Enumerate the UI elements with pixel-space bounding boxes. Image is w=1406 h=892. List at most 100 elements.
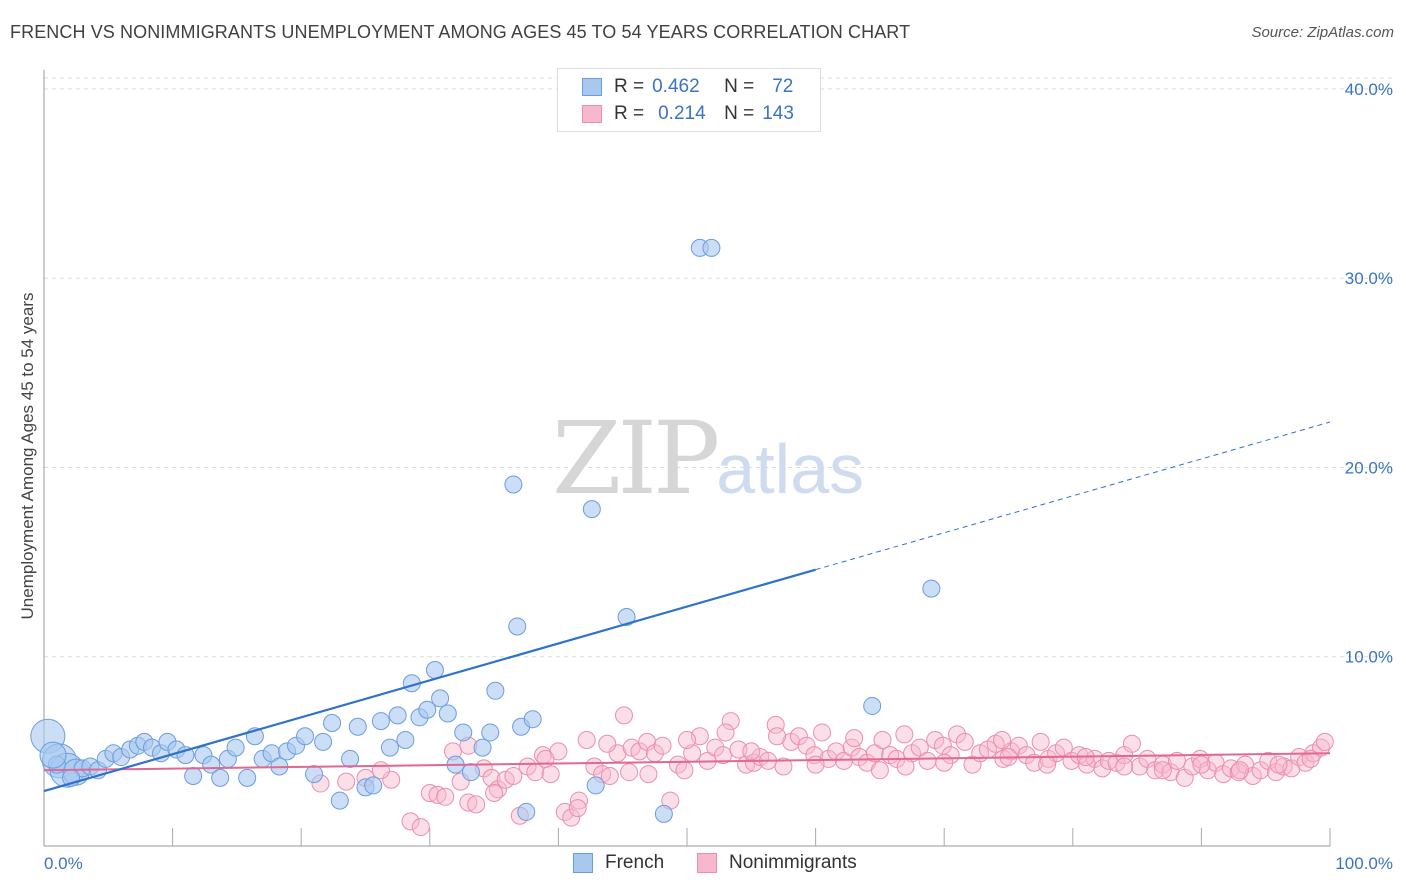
french-point <box>473 738 492 757</box>
french-point <box>371 712 390 731</box>
x-tick-label-min: 0.0% <box>44 854 83 873</box>
legend-label-french: French <box>605 852 665 873</box>
french-point <box>348 717 367 736</box>
nonimmigrants-point <box>569 791 588 810</box>
nonimmigrants-point <box>436 787 455 806</box>
french-point <box>296 727 315 746</box>
x-tick-label-max: 100.0% <box>1335 854 1393 873</box>
nonimmigrants-point <box>1017 746 1036 765</box>
french-point <box>504 475 523 494</box>
nonimmigrants-r-value: 0.214 <box>658 103 706 124</box>
french-point <box>314 732 333 751</box>
french-point <box>39 741 67 769</box>
trend-lines <box>43 421 1331 793</box>
n-label: N = <box>724 76 755 97</box>
n-label: N = <box>724 103 755 124</box>
nonimmigrants-point <box>941 746 960 765</box>
french-point <box>654 804 673 823</box>
nonimmigrants-trend-line <box>43 752 1331 772</box>
legend-row-french: R = 0.462 N = 72 <box>582 74 793 100</box>
french-point <box>226 738 245 757</box>
nonimmigrants-point <box>620 763 639 782</box>
nonimmigrants-point <box>1122 734 1141 753</box>
french-point <box>582 500 601 519</box>
nonimmigrants-point <box>600 766 619 785</box>
nonimmigrants-point <box>678 731 696 750</box>
nonimmigrants-point <box>910 738 929 757</box>
nonimmigrants-point <box>1031 732 1050 751</box>
french-point <box>523 710 542 729</box>
nonimmigrants-point <box>918 751 937 770</box>
nonimmigrants-point <box>420 784 439 803</box>
nonimmigrants-point <box>577 731 596 750</box>
french-point <box>438 704 457 723</box>
french-swatch <box>582 78 602 96</box>
nonimmigrants-point <box>1070 746 1089 765</box>
nonimmigrants-point <box>371 761 390 780</box>
nonimmigrants-point <box>948 725 967 744</box>
nonimmigrants-point <box>845 729 864 748</box>
y-tick-label: 10.0% <box>1345 648 1393 667</box>
y-tick-labels: 10.0% 20.0% 30.0% 40.0% <box>1345 80 1393 667</box>
nonimmigrants-point <box>541 765 560 784</box>
french-point <box>364 776 383 795</box>
nonimmigrants-point <box>1230 761 1249 780</box>
watermark-zip: ZIP <box>552 400 720 517</box>
chart-title: FRENCH VS NONIMMIGRANTS UNEMPLOYMENT AMO… <box>10 22 911 42</box>
nonimmigrants-point <box>467 795 486 814</box>
french-point <box>431 689 450 708</box>
nonimmigrants-point <box>485 784 504 803</box>
french-point <box>211 768 230 787</box>
nonimmigrants-point <box>774 757 793 776</box>
source-label: Source: ZipAtlas.com <box>1251 24 1394 41</box>
nonimmigrants-point <box>562 808 581 827</box>
french-point <box>396 731 415 750</box>
nonimmigrants-point <box>896 757 915 776</box>
nonimmigrants-point <box>1009 736 1028 755</box>
french-point <box>418 700 437 719</box>
nonimmigrants-point <box>993 731 1012 750</box>
nonimmigrants-point <box>742 742 761 761</box>
french-point <box>238 768 257 787</box>
french-point <box>486 681 505 700</box>
nonimmigrants-point <box>428 785 447 804</box>
nonimmigrants-point <box>1130 757 1149 776</box>
nonimmigrants-point <box>706 738 725 757</box>
nonimmigrants-point <box>482 768 501 787</box>
nonimmigrants-point <box>1192 755 1211 774</box>
x-ticks <box>43 828 1331 846</box>
legend-row-nonimmigrants: R = 0.214 N = 143 <box>582 101 794 127</box>
nonimmigrants-point <box>536 749 555 768</box>
nonimmigrants-point <box>797 736 816 755</box>
nonimmigrants-point <box>955 732 974 751</box>
legend-label-nonimmigrants: Nonimmigrants <box>729 852 857 873</box>
nonimmigrants-point <box>598 734 617 753</box>
nonimmigrants-point <box>865 744 884 763</box>
nonimmigrants-point <box>653 736 672 755</box>
legend-item-french: French <box>573 852 664 874</box>
y-tick-label: 20.0% <box>1345 458 1393 477</box>
nonimmigrants-point <box>401 812 420 831</box>
french-point <box>461 763 480 782</box>
stats-legend: R = 0.462 N = 72 R = 0.214 N = 143 <box>557 68 821 132</box>
french-point <box>517 802 536 821</box>
watermark-atlas: atlas <box>716 430 865 508</box>
french-trend-extension <box>815 421 1331 571</box>
nonimmigrants-point <box>568 799 587 818</box>
series-legend: French Nonimmigrants <box>0 852 1406 878</box>
french-point <box>425 660 444 679</box>
nonimmigrants-point <box>1183 757 1202 776</box>
nonimmigrants-point <box>870 761 889 780</box>
r-label: R = <box>614 76 645 97</box>
nonimmigrants-point <box>675 761 694 780</box>
nonimmigrants-point <box>789 727 808 746</box>
french-n-value: 72 <box>772 76 794 97</box>
nonimmigrants-point <box>1315 732 1334 751</box>
nonimmigrants-point <box>766 715 785 734</box>
french-point <box>863 696 882 715</box>
legend-item-nonimmigrants: Nonimmigrants <box>697 852 857 874</box>
gridlines <box>44 77 1392 658</box>
french-point <box>922 579 941 598</box>
nonimmigrants-point <box>834 751 853 770</box>
